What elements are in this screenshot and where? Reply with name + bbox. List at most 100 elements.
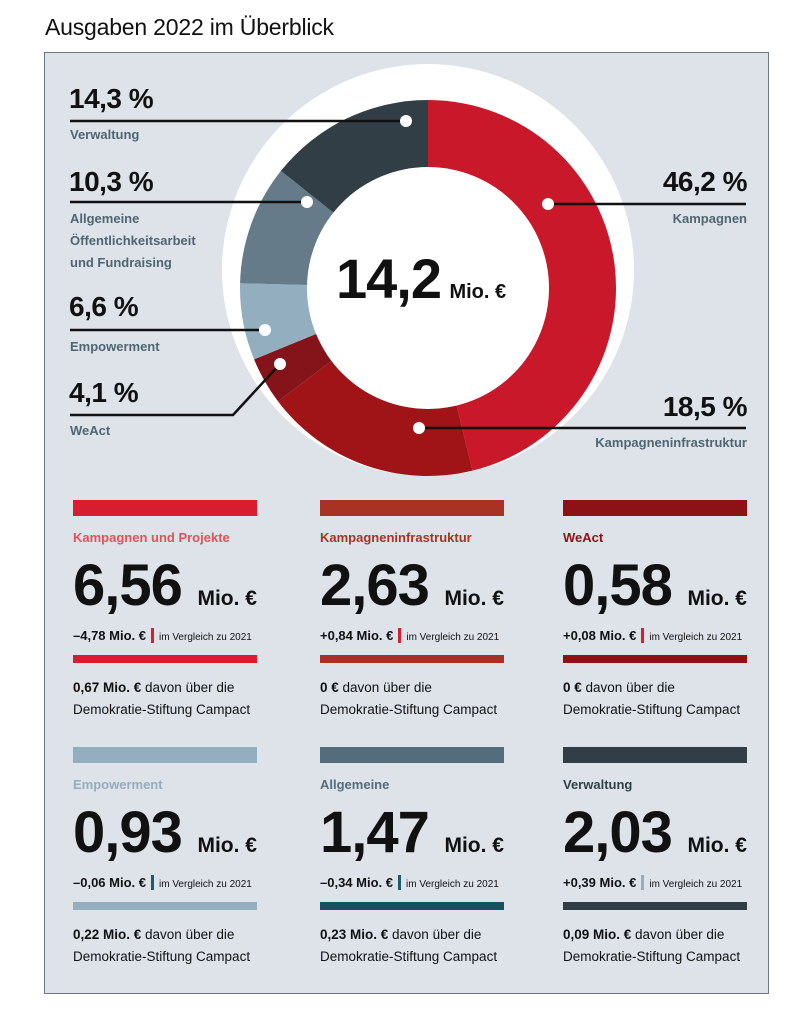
leader-weact bbox=[70, 363, 281, 417]
note-line2: Demokratie-Stiftung Campact bbox=[563, 949, 741, 964]
slice-pct-empowerment: 6,6 % bbox=[69, 291, 139, 322]
card-unit: Mio. € bbox=[444, 834, 504, 857]
card-delta: +0,39 Mio. € im Vergleich zu 2021 bbox=[563, 875, 742, 890]
delta-compare: im Vergleich zu 2021 bbox=[649, 632, 743, 643]
card-value: 2,03 bbox=[563, 800, 673, 865]
card-value: 0,58 bbox=[563, 553, 673, 618]
card-value: 0,93 bbox=[73, 800, 183, 865]
note-line2: Demokratie-Stiftung Campact bbox=[73, 949, 251, 964]
card-unit: Mio. € bbox=[197, 587, 257, 610]
delta-separator bbox=[641, 628, 645, 643]
card-divider-bar bbox=[73, 655, 257, 663]
note-text: davon über die bbox=[388, 927, 482, 942]
card-divider-bar bbox=[563, 902, 747, 910]
slice-pct-allgemeine: 10,3 % bbox=[69, 166, 154, 197]
card-divider-bar bbox=[320, 902, 504, 910]
card-color-bar bbox=[563, 747, 747, 763]
delta-separator bbox=[398, 628, 402, 643]
delta-separator bbox=[641, 875, 645, 890]
delta-value: –0,34 Mio. € bbox=[320, 875, 393, 890]
card-delta: –4,78 Mio. € im Vergleich zu 2021 bbox=[73, 628, 252, 643]
card-color-bar bbox=[73, 500, 257, 516]
note-amount: 0,22 Mio. € bbox=[73, 927, 142, 942]
card-allgemeine: Allgemeine 1,47 Mio. € –0,34 Mio. € im Vergl… bbox=[320, 747, 504, 967]
delta-value: –0,06 Mio. € bbox=[73, 875, 146, 890]
total-value: 14,2 bbox=[336, 247, 442, 310]
note-text: davon über die bbox=[141, 680, 235, 695]
delta-value: –4,78 Mio. € bbox=[73, 628, 146, 643]
card-color-bar bbox=[320, 747, 504, 763]
card-unit: Mio. € bbox=[444, 587, 504, 610]
note-text: davon über die bbox=[631, 927, 725, 942]
card-title: Allgemeine bbox=[320, 777, 390, 792]
note-amount: 0,09 Mio. € bbox=[563, 927, 632, 942]
slice-label-kampagnen: Kampagnen bbox=[672, 211, 747, 226]
note-line2: Demokratie-Stiftung Campact bbox=[73, 702, 251, 717]
card-kampagneninfrastruktur: Kampagneninfrastruktur 2,63 Mio. € +0,84 Mi… bbox=[320, 500, 504, 720]
card-title: Kampagneninfrastruktur bbox=[320, 530, 472, 545]
card-weact: WeAct 0,58 Mio. € +0,08 Mio. € im Vergleich … bbox=[563, 500, 747, 720]
note-line2: Demokratie-Stiftung Campact bbox=[320, 702, 498, 717]
slice-pct-kampagneninfrastruktur: 18,5 % bbox=[662, 391, 748, 422]
donut-hole bbox=[307, 167, 549, 409]
leader-weact-dot bbox=[274, 358, 286, 370]
delta-compare: im Vergleich zu 2021 bbox=[405, 879, 499, 890]
note-amount: 0 € bbox=[563, 680, 582, 695]
slice-label-empowerment: Empowerment bbox=[70, 339, 160, 354]
card-delta: –0,34 Mio. € im Vergleich zu 2021 bbox=[320, 875, 499, 890]
slice-pct-verwaltung: 14,3 % bbox=[69, 83, 154, 114]
slice-label-kampagneninfrastruktur: Kampagneninfrastruktur bbox=[595, 435, 747, 450]
card-divider-bar bbox=[563, 655, 747, 663]
delta-value: +0,08 Mio. € bbox=[563, 628, 637, 643]
slice-pct-kampagnen: 46,2 % bbox=[662, 166, 748, 197]
leader-kampagneninfrastruktur-dot bbox=[413, 422, 425, 434]
card-delta: +0,84 Mio. € im Vergleich zu 2021 bbox=[320, 628, 499, 643]
card-title: WeAct bbox=[563, 530, 604, 545]
card-unit: Mio. € bbox=[197, 834, 257, 857]
note-amount: 0,23 Mio. € bbox=[320, 927, 389, 942]
slice-label-weact: WeAct bbox=[70, 423, 111, 438]
card-note: 0 € davon über die Demokratie-Stiftung Ca… bbox=[320, 677, 520, 721]
card-kampagnen-und-projekte: Kampagnen und Projekte 6,56 Mio. € –4,78 Mi… bbox=[73, 500, 257, 720]
card-note: 0 € davon über die Demokratie-Stiftung Ca… bbox=[563, 677, 763, 721]
note-text: davon über die bbox=[581, 680, 675, 695]
card-color-bar bbox=[563, 500, 747, 516]
slice-label-verwaltung: Verwaltung bbox=[70, 127, 140, 142]
card-delta: +0,08 Mio. € im Vergleich zu 2021 bbox=[563, 628, 742, 643]
note-amount: 0 € bbox=[320, 680, 339, 695]
leader-verwaltung-dot bbox=[400, 115, 412, 127]
card-note: 0,23 Mio. € davon über die Demokratie-Sti… bbox=[320, 924, 520, 968]
card-unit: Mio. € bbox=[687, 587, 747, 610]
card-empowerment: Empowerment 0,93 Mio. € –0,06 Mio. € im Verg… bbox=[73, 747, 257, 967]
card-note: 0,09 Mio. € davon über die Demokratie-Sti… bbox=[563, 924, 763, 968]
card-value: 1,47 bbox=[320, 800, 430, 865]
card-divider-bar bbox=[73, 902, 257, 910]
delta-compare: im Vergleich zu 2021 bbox=[158, 879, 252, 890]
delta-value: +0,39 Mio. € bbox=[563, 875, 637, 890]
card-note: 0,22 Mio. € davon über die Demokratie-Sti… bbox=[73, 924, 273, 968]
delta-compare: im Vergleich zu 2021 bbox=[649, 879, 743, 890]
note-amount: 0,67 Mio. € bbox=[73, 680, 142, 695]
card-title: Kampagnen und Projekte bbox=[73, 530, 230, 545]
card-note: 0,67 Mio. € davon über die Demokratie-Sti… bbox=[73, 677, 273, 721]
note-text: davon über die bbox=[338, 680, 432, 695]
note-line2: Demokratie-Stiftung Campact bbox=[320, 949, 498, 964]
card-verwaltung: Verwaltung 2,03 Mio. € +0,39 Mio. € im Vergl… bbox=[563, 747, 747, 967]
note-line2: Demokratie-Stiftung Campact bbox=[563, 702, 741, 717]
slice-label-allgemeine: Allgemeine Öffentlichkeitsarbeit und Fun… bbox=[70, 211, 196, 270]
note-text: davon über die bbox=[141, 927, 235, 942]
slice-pct-weact: 4,1 % bbox=[69, 377, 139, 408]
delta-compare: im Vergleich zu 2021 bbox=[158, 632, 252, 643]
leader-allgemeine-dot bbox=[301, 196, 313, 208]
card-divider-bar bbox=[320, 655, 504, 663]
leader-kampagnen-dot bbox=[542, 198, 554, 210]
card-color-bar bbox=[320, 500, 504, 516]
delta-compare: im Vergleich zu 2021 bbox=[406, 632, 500, 643]
delta-separator bbox=[397, 875, 401, 890]
card-color-bar bbox=[73, 747, 257, 763]
donut-total: 14,2 Mio. € bbox=[336, 246, 506, 311]
card-value: 2,63 bbox=[320, 553, 430, 618]
delta-separator bbox=[150, 875, 154, 890]
leader-empowerment-dot bbox=[259, 324, 271, 336]
